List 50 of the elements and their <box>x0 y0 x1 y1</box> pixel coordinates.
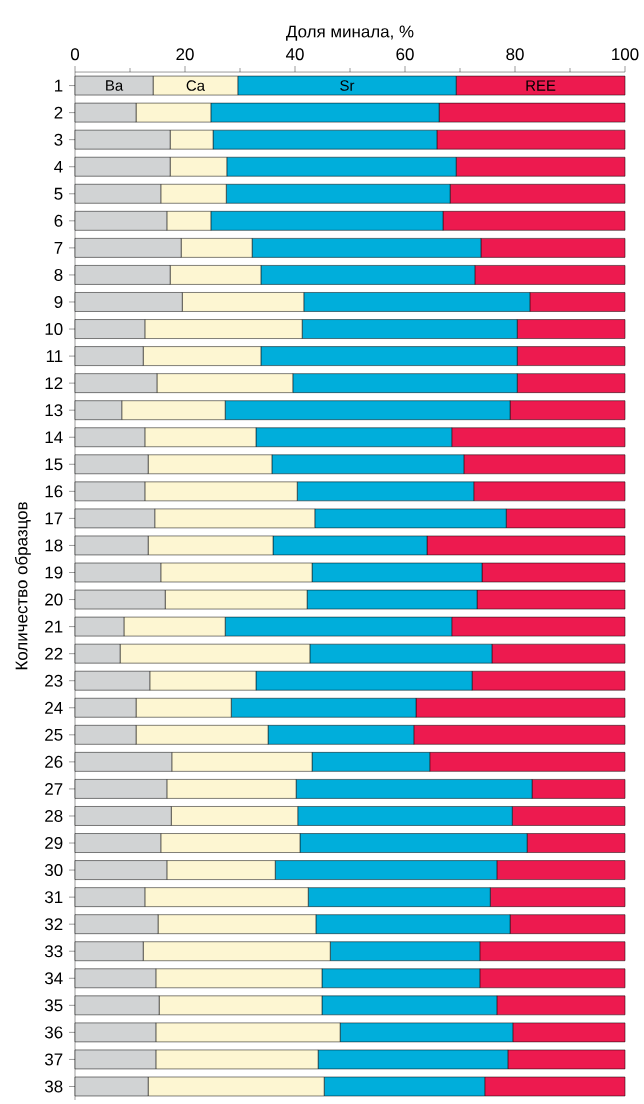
y-tick-label: 17 <box>45 512 63 525</box>
x-tick-label: 20 <box>176 48 194 61</box>
x-axis-title: Доля минала, % <box>286 25 414 41</box>
y-tick-label: 9 <box>54 295 63 308</box>
series-label: REE <box>526 80 556 91</box>
y-tick-label: 3 <box>54 133 63 146</box>
y-tick-label: 30 <box>44 864 63 877</box>
y-tick-label: 6 <box>54 214 63 227</box>
y-tick-label: 26 <box>45 755 63 768</box>
y-tick-label: 18 <box>45 539 63 552</box>
y-tick-label: 27 <box>45 783 63 795</box>
y-tick-label: 28 <box>45 809 63 822</box>
y-tick-label: 15 <box>45 458 63 471</box>
x-tick-label: 60 <box>396 48 414 61</box>
y-tick-label: 8 <box>54 268 63 281</box>
series-label: Ba <box>106 80 124 91</box>
y-tick-label: 20 <box>45 593 63 606</box>
x-tick-label: 80 <box>506 48 524 61</box>
y-tick-label: 1 <box>55 79 63 92</box>
y-tick-label: 12 <box>45 377 63 390</box>
y-tick-label: 38 <box>44 1080 63 1093</box>
y-tick-label: 7 <box>54 242 63 254</box>
x-tick-label: 100 <box>612 48 639 61</box>
y-tick-label: 5 <box>54 187 63 200</box>
y-tick-label: 37 <box>44 1053 63 1066</box>
y-tick-label: 14 <box>45 431 63 444</box>
y-tick-label: 35 <box>44 999 63 1012</box>
x-tick-label: 40 <box>285 48 304 61</box>
y-tick-label: 13 <box>45 404 63 417</box>
y-tick-label: 34 <box>44 972 63 985</box>
y-tick-label: 22 <box>45 647 63 660</box>
y-tick-label: 2 <box>54 106 63 119</box>
y-tick-label: 11 <box>46 350 63 362</box>
y-tick-label: 36 <box>44 1026 63 1039</box>
series-label: Sr <box>340 80 355 91</box>
y-tick-label: 31 <box>44 891 63 904</box>
x-tick-label: 0 <box>70 48 80 61</box>
y-tick-label: 21 <box>45 620 63 633</box>
series-label: Ca <box>186 80 205 91</box>
y-tick-label: 33 <box>44 945 63 958</box>
y-axis-title: Количество образцов <box>14 502 31 670</box>
y-tick-label: 24 <box>45 701 63 714</box>
y-tick-label: 29 <box>45 837 63 850</box>
y-tick-label: 16 <box>45 485 63 498</box>
y-tick-label: 32 <box>44 918 63 931</box>
y-tick-label: 23 <box>45 674 63 687</box>
y-tick-label: 19 <box>45 566 63 579</box>
y-tick-label: 10 <box>45 323 63 336</box>
y-tick-label: 25 <box>45 728 63 741</box>
y-tick-label: 4 <box>54 160 63 173</box>
